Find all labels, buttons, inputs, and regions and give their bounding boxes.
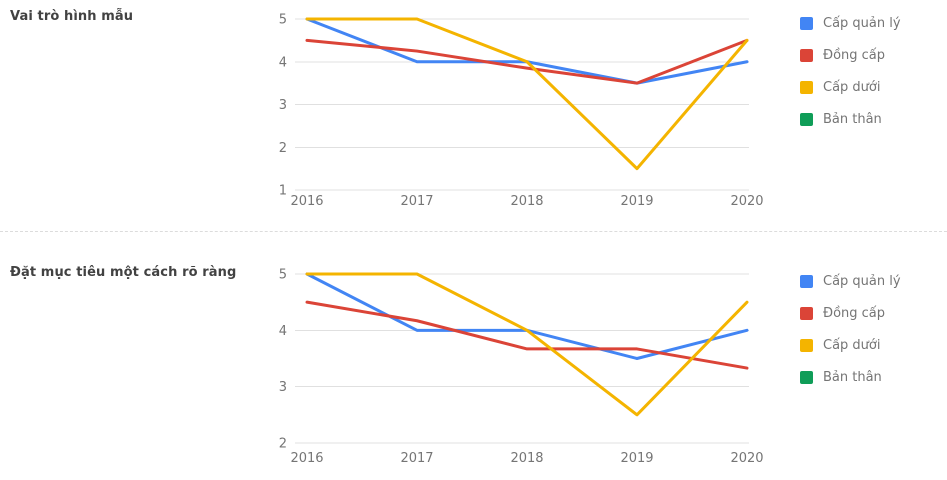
legend-label: Cấp quản lý <box>823 273 901 289</box>
x-axis-tick-label: 2016 <box>290 194 323 209</box>
legend-swatch-cap-duoi <box>800 338 813 352</box>
legend-label: Bản thân <box>823 111 882 127</box>
y-axis-tick-label: 2 <box>279 141 287 156</box>
x-axis-tick-label: 2016 <box>290 451 323 466</box>
legend-item-ban-than: Bản thân <box>800 103 945 135</box>
legend-item-ban-than: Bản thân <box>800 361 945 393</box>
legend-swatch-dong-cap <box>800 48 813 62</box>
grid: 1 2 3 4 5 <box>279 13 749 199</box>
y-axis-tick-label: 5 <box>279 13 287 28</box>
legend-label: Cấp dưới <box>823 337 881 353</box>
y-axis-tick-label: 5 <box>279 268 287 283</box>
y-axis-tick-label: 1 <box>279 184 287 199</box>
legend-label: Bản thân <box>823 369 882 385</box>
line-chart-top: 1 2 3 4 5 2016 2017 2018 2019 2020 <box>279 13 764 210</box>
y-axis-tick-label: 4 <box>279 324 287 339</box>
series-line-cap-quan-ly <box>305 17 749 85</box>
section-divider <box>0 231 947 232</box>
legend-swatch-ban-than <box>800 370 813 384</box>
x-axis-tick-label: 2020 <box>730 194 763 209</box>
series-line-dong-cap <box>305 300 749 370</box>
legend-swatch-cap-quan-ly <box>800 274 813 288</box>
legend-item-dong-cap: Đồng cấp <box>800 39 945 71</box>
legend-label: Đồng cấp <box>823 47 886 63</box>
legend-item-cap-quan-ly: Cấp quản lý <box>800 7 945 39</box>
legend-label: Cấp dưới <box>823 79 881 95</box>
y-axis-tick-label: 3 <box>279 380 287 395</box>
x-axis-tick-label: 2017 <box>400 451 433 466</box>
legend-item-cap-duoi: Cấp dưới <box>800 71 945 103</box>
y-axis-tick-label: 4 <box>279 55 287 70</box>
series-line-cap-duoi <box>305 272 749 417</box>
y-axis-tick-label: 3 <box>279 98 287 113</box>
series-line-cap-duoi <box>305 17 749 171</box>
legend-item-cap-duoi: Cấp dưới <box>800 329 945 361</box>
x-axis-tick-label: 2018 <box>510 194 543 209</box>
chart-legend-top: Cấp quản lý Đồng cấp Cấp dưới Bản thân <box>800 7 945 135</box>
legend-swatch-cap-duoi <box>800 80 813 94</box>
legend-item-dong-cap: Đồng cấp <box>800 297 945 329</box>
series-line-dong-cap <box>305 38 749 85</box>
chart-title-top: Vai trò hình mẫu <box>10 9 134 24</box>
x-axis-tick-label: 2019 <box>620 451 653 466</box>
chart-title-bottom: Đặt mục tiêu một cách rõ ràng <box>10 265 237 280</box>
x-axis: 2016 2017 2018 2019 2020 <box>290 194 763 209</box>
line-chart-bottom: 2 3 4 5 2016 2017 2018 2019 2020 <box>279 268 764 467</box>
legend-swatch-ban-than <box>800 112 813 126</box>
x-axis-tick-label: 2018 <box>510 451 543 466</box>
series-line-cap-quan-ly <box>305 272 749 360</box>
legend-swatch-cap-quan-ly <box>800 16 813 30</box>
legend-label: Cấp quản lý <box>823 15 901 31</box>
legend-label: Đồng cấp <box>823 305 886 321</box>
x-axis: 2016 2017 2018 2019 2020 <box>290 451 763 466</box>
x-axis-tick-label: 2017 <box>400 194 433 209</box>
x-axis-tick-label: 2020 <box>730 451 763 466</box>
x-axis-tick-label: 2019 <box>620 194 653 209</box>
legend-swatch-dong-cap <box>800 306 813 320</box>
legend-item-cap-quan-ly: Cấp quản lý <box>800 265 945 297</box>
chart-legend-bottom: Cấp quản lý Đồng cấp Cấp dưới Bản thân <box>800 265 945 393</box>
y-axis-tick-label: 2 <box>279 436 287 451</box>
